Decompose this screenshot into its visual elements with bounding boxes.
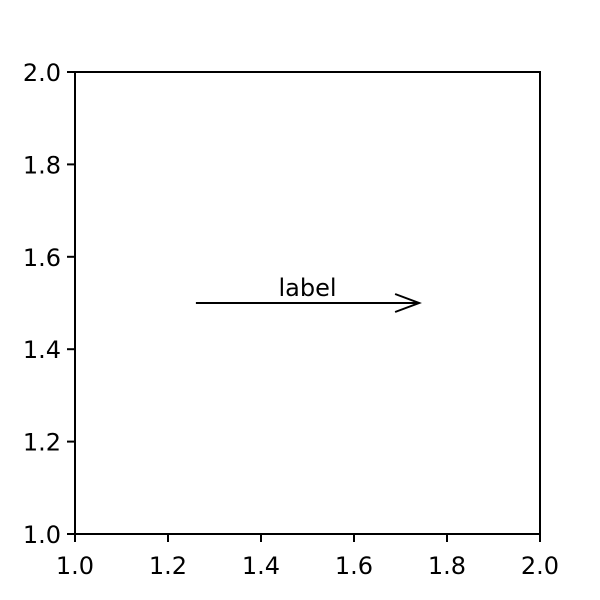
x-tick-label: 1.6 xyxy=(335,552,373,580)
y-tick-label: 1.2 xyxy=(23,429,61,457)
y-tick-label: 1.0 xyxy=(23,521,61,549)
y-axis-ticks: 1.0 1.2 1.4 1.6 1.8 2.0 xyxy=(23,59,75,549)
x-tick-label: 1.2 xyxy=(149,552,187,580)
y-tick-label: 2.0 xyxy=(23,59,61,87)
y-tick-label: 1.8 xyxy=(23,151,61,179)
x-tick-label: 1.0 xyxy=(56,552,94,580)
y-tick-label: 1.4 xyxy=(23,336,61,364)
x-tick-label: 1.4 xyxy=(242,552,280,580)
x-axis-ticks: 1.0 1.2 1.4 1.6 1.8 2.0 xyxy=(56,534,559,580)
annotation-label: label xyxy=(278,274,336,302)
x-tick-label: 1.8 xyxy=(428,552,466,580)
x-tick-label: 2.0 xyxy=(521,552,559,580)
y-tick-label: 1.6 xyxy=(23,244,61,272)
plot-area-frame xyxy=(74,71,541,535)
annotation-arrow-head xyxy=(394,293,422,313)
